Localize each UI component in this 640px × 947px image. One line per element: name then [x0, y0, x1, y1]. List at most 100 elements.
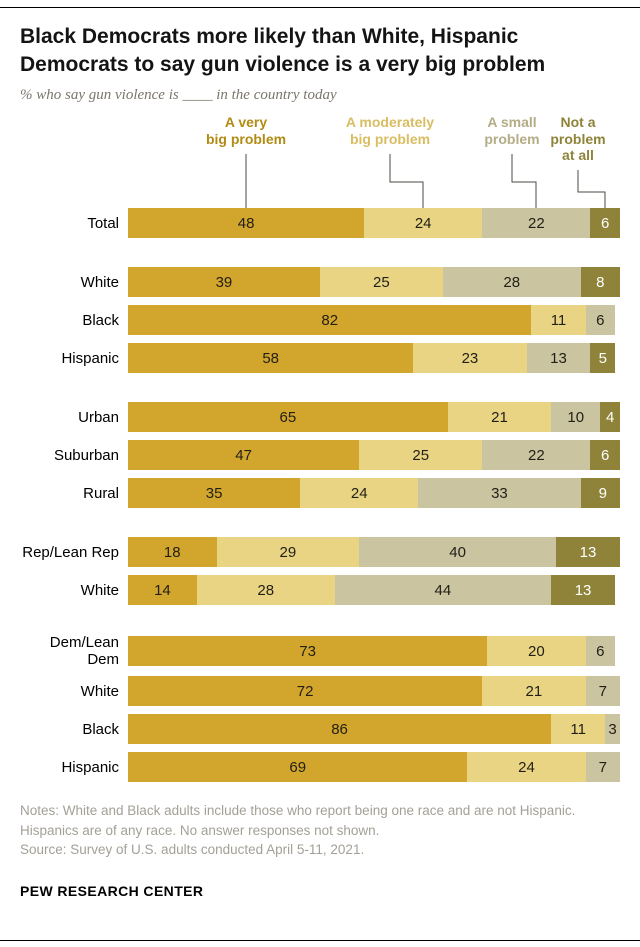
- bar-segment: 13: [551, 575, 616, 606]
- bar-segment: 28: [196, 575, 335, 606]
- bar-segment: 21: [482, 676, 586, 707]
- bar-segment: 6: [590, 208, 620, 239]
- bar-segment: 29: [216, 537, 360, 568]
- row-label: Hispanic: [61, 758, 119, 776]
- bar-segment: 65: [128, 402, 448, 433]
- bar-track: 18 29 40 13: [128, 537, 620, 568]
- bar-segment: 6: [585, 305, 616, 336]
- row-label: Dem/Lean Dem: [49, 634, 119, 669]
- segment-value: 44: [434, 581, 452, 599]
- bar-row: White 14 28 44 13: [20, 575, 620, 606]
- chart-subtitle: % who say gun violence is ____ in the co…: [20, 87, 337, 104]
- bar-track: 72 21 7: [128, 676, 620, 707]
- segment-value: 8: [596, 273, 605, 291]
- bar-row: Hispanic 58 23 13 5: [20, 343, 620, 374]
- legend-connectors: [245, 154, 606, 209]
- segment-value: 40: [449, 543, 466, 561]
- segment-value: 65: [279, 408, 297, 426]
- row-label: White: [80, 273, 119, 291]
- segment-value: 22: [528, 446, 545, 464]
- bar-row: White 72 21 7: [20, 676, 620, 707]
- bar-segment: 48: [128, 208, 365, 239]
- segment-value: 25: [412, 446, 430, 464]
- bar-track: 86 11 3: [128, 714, 620, 745]
- bar-segment: 18: [128, 537, 217, 568]
- row-label: Rural: [83, 484, 119, 502]
- bar-segment: 10: [551, 402, 601, 433]
- bar-track: 69 24 7: [128, 752, 620, 783]
- segment-value: 24: [350, 484, 368, 502]
- segment-value: 13: [550, 349, 567, 367]
- bar-segment: 22: [482, 208, 591, 239]
- bar-segment: 35: [128, 478, 301, 509]
- bar-segment: 14: [128, 575, 197, 606]
- bar-segment: 22: [482, 440, 591, 471]
- segment-value: 7: [598, 758, 607, 776]
- bar-segment: 5: [590, 343, 616, 374]
- legend: A very big problem A moderately big problem…: [20, 112, 620, 209]
- chart-card: Black Democrats more likely than White, …: [0, 23, 640, 899]
- row-label: Suburban: [53, 446, 119, 464]
- segment-value: 29: [279, 543, 297, 561]
- legend-item: A moderately big problem: [345, 114, 435, 147]
- segment-value: 20: [528, 642, 545, 660]
- bar-segment: 11: [531, 305, 586, 336]
- bar-row: Black 86 11 3: [20, 714, 620, 745]
- row-label: Black: [82, 720, 119, 738]
- segment-value: 21: [491, 408, 508, 426]
- notes-text: Notes: White and Black adults include th…: [20, 803, 576, 838]
- segment-value: 5: [598, 349, 607, 367]
- segment-value: 14: [154, 581, 171, 599]
- bar-segment: 73: [128, 636, 488, 667]
- bar-track: 73 20 6: [128, 636, 620, 667]
- row-label: White: [80, 581, 119, 599]
- bar-segment: 72: [128, 676, 483, 707]
- row-label: Black: [82, 311, 119, 329]
- bar-segment: 24: [300, 478, 419, 509]
- segment-value: 6: [601, 446, 610, 464]
- row-label: Total: [87, 214, 119, 232]
- bar-row: Total 48 24 22 6: [20, 208, 620, 239]
- segment-value: 39: [215, 273, 233, 291]
- segment-value: 28: [503, 273, 521, 291]
- bar-track: 65 21 10 4: [128, 402, 620, 433]
- bar-track: 35 24 33 9: [128, 478, 620, 509]
- segment-value: 72: [296, 682, 314, 700]
- source-text: Source: Survey of U.S. adults conducted …: [20, 841, 365, 857]
- segment-value: 6: [601, 214, 610, 232]
- bar-segment: 47: [128, 440, 360, 471]
- segment-value: 82: [321, 311, 339, 329]
- bar-segment: 20: [487, 636, 586, 667]
- segment-value: 21: [525, 682, 543, 700]
- bar-segment: 7: [585, 752, 620, 783]
- bar-track: 14 28 44 13: [128, 575, 620, 606]
- bar-track: 82 11 6: [128, 305, 620, 336]
- bar-segment: 11: [551, 714, 606, 745]
- legend-item: Not a problem at all: [550, 114, 606, 164]
- row-label: White: [80, 682, 119, 700]
- brand-footer: PEW RESEARCH CENTER: [20, 882, 204, 899]
- notes-block: Notes: White and Black adults include th…: [20, 801, 620, 858]
- segment-value: 4: [605, 408, 615, 426]
- bottom-divider: [0, 940, 640, 941]
- bar-segment: 6: [590, 440, 620, 471]
- bar-segment: 4: [600, 402, 620, 433]
- bar-track: 47 25 22 6: [128, 440, 620, 471]
- bar-segment: 8: [580, 267, 620, 298]
- segment-value: 9: [598, 484, 607, 502]
- segment-value: 13: [579, 543, 597, 561]
- segment-value: 22: [528, 214, 545, 232]
- segment-value: 35: [205, 484, 223, 502]
- segment-value: 73: [299, 642, 316, 660]
- bar-row: Rep/Lean Rep 18 29 40 13: [20, 537, 620, 568]
- segment-value: 47: [235, 446, 252, 464]
- segment-value: 24: [414, 214, 432, 232]
- segment-value: 33: [491, 484, 508, 502]
- bar-segment: 44: [334, 575, 552, 606]
- top-divider: [0, 7, 640, 8]
- bar-row: Black 82 11 6: [20, 305, 620, 336]
- bar-track: 39 25 28 8: [128, 267, 620, 298]
- bar-segment: 25: [359, 440, 483, 471]
- segment-value: 13: [574, 581, 592, 599]
- bar-track: 48 24 22 6: [128, 208, 620, 239]
